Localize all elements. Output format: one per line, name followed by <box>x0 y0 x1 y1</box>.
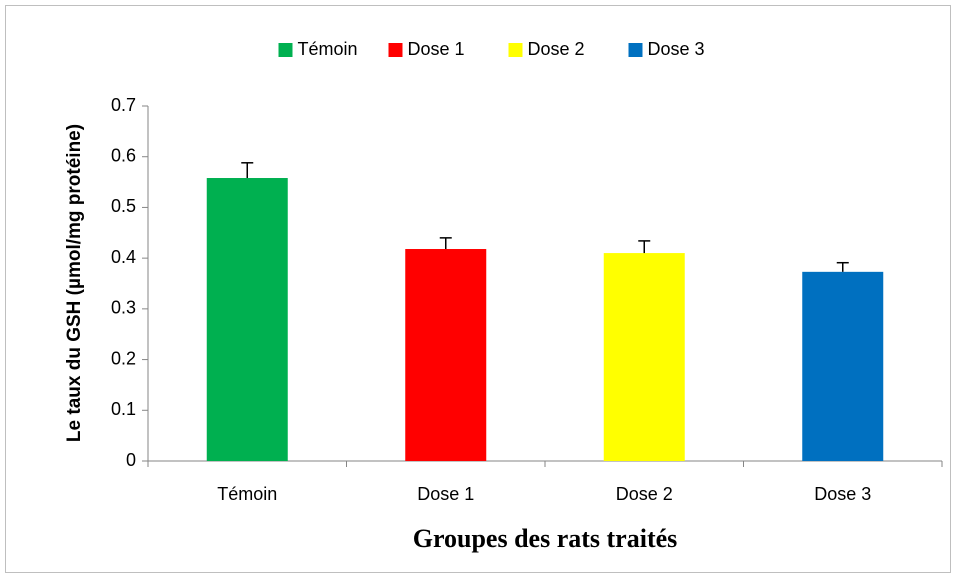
error-bar <box>638 240 651 254</box>
y-tick-label: 0.1 <box>111 399 136 419</box>
y-tick-label: 0 <box>126 450 136 470</box>
y-tick-label: 0.7 <box>111 95 136 115</box>
legend-swatch <box>628 43 643 57</box>
y-tick-label: 0.2 <box>111 348 136 368</box>
error-bar <box>439 237 452 250</box>
y-axis-title: Le taux du GSH (µmol/mg protéine) <box>64 124 85 442</box>
legend-swatch <box>508 43 523 57</box>
error-bar <box>241 162 254 179</box>
x-axis-title: Groupes des rats traités <box>413 524 678 553</box>
legend-label: Dose 3 <box>648 39 705 59</box>
bar <box>802 271 884 461</box>
bar <box>603 253 685 461</box>
y-tick-label: 0.4 <box>111 247 136 267</box>
error-bar <box>836 261 849 272</box>
x-tick-label: Témoin <box>217 484 277 504</box>
legend-label: Témoin <box>298 39 358 59</box>
x-tick-label: Dose 3 <box>814 484 871 504</box>
legend-label: Dose 2 <box>528 39 585 59</box>
x-tick-label: Dose 2 <box>616 484 673 504</box>
y-tick-label: 0.3 <box>111 298 136 318</box>
bar <box>206 178 288 461</box>
y-tick-label: 0.5 <box>111 196 136 216</box>
legend-swatch <box>278 43 293 57</box>
y-tick-label: 0.6 <box>111 145 136 165</box>
x-tick-label: Dose 1 <box>417 484 474 504</box>
legend-swatch <box>388 43 403 57</box>
bar <box>405 249 487 461</box>
legend-label: Dose 1 <box>408 39 465 59</box>
